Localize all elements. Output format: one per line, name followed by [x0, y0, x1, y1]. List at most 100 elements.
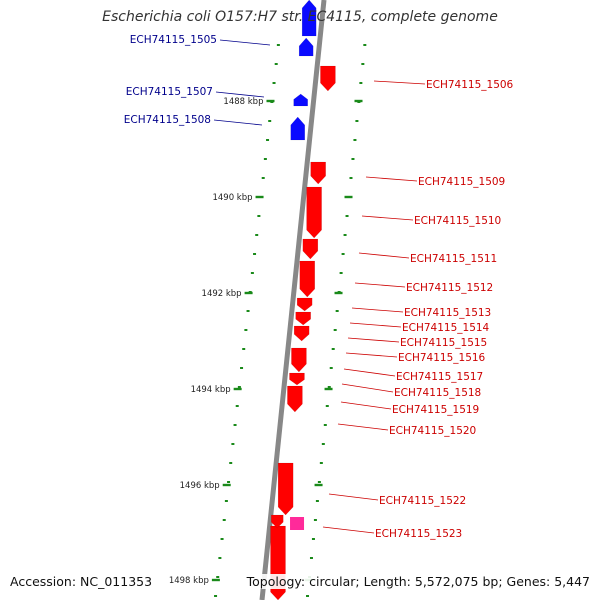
forward-gene-arrow[interactable] [289, 372, 305, 386]
minor-tick [272, 82, 276, 84]
forward-gene-label[interactable]: ECH74115_1513 [404, 307, 491, 319]
minor-tick [255, 234, 259, 236]
forward-gene-arrow[interactable] [306, 186, 322, 239]
minor-tick [242, 348, 246, 350]
label-leader-line [328, 493, 379, 501]
kbp-label: 1496 kbp [180, 481, 220, 491]
minor-tick [359, 82, 363, 84]
major-tick [266, 99, 275, 103]
forward-gene-label[interactable]: ECH74115_1511 [410, 253, 497, 265]
minor-tick [250, 272, 254, 274]
minor-tick [214, 595, 218, 597]
kbp-label: 1498 kbp [169, 576, 209, 586]
minor-tick [235, 405, 239, 407]
map-title: Escherichia coli O157:H7 str. EC4115, co… [102, 9, 498, 25]
minor-tick [227, 481, 231, 483]
minor-tick [311, 538, 315, 540]
forward-gene-label[interactable]: ECH74115_1514 [402, 322, 490, 334]
forward-gene-label[interactable]: ECH74115_1518 [394, 387, 481, 399]
forward-gene-label[interactable]: ECH74115_1509 [418, 176, 505, 188]
minor-tick [339, 272, 343, 274]
minor-tick [216, 576, 220, 578]
reverse-gene-label[interactable]: ECH74115_1507 [126, 86, 213, 98]
forward-gene-label[interactable]: ECH74115_1506 [426, 79, 514, 91]
minor-tick [224, 500, 228, 502]
forward-gene-label[interactable]: ECH74115_1512 [406, 282, 493, 294]
label-leader-line [365, 176, 418, 182]
label-leader-line [358, 252, 410, 259]
reverse-gene-label[interactable]: ECH74115_1508 [124, 114, 211, 126]
minor-tick [345, 215, 349, 217]
forward-gene-arrow[interactable] [310, 161, 326, 185]
genome-backbone [259, 0, 327, 600]
forward-gene-label[interactable]: ECH74115_1519 [392, 404, 479, 416]
minor-tick [363, 44, 367, 46]
minor-tick [323, 424, 327, 426]
minor-tick [315, 500, 319, 502]
forward-gene-arrow[interactable] [296, 297, 313, 312]
forward-gene-label[interactable]: ECH74115_1515 [400, 337, 487, 349]
scale-ticks: 1488 kbp 1490 kbp 1492 kbp 1494 kbp 1496 kbp… [169, 44, 367, 597]
reverse-gene-arrow[interactable] [293, 93, 308, 107]
highlighted-gene[interactable] [290, 517, 305, 530]
minor-tick [229, 462, 233, 464]
minor-tick [222, 519, 226, 521]
minor-tick [331, 348, 335, 350]
forward-gene-label[interactable]: ECH74115_1523 [375, 528, 462, 540]
major-tick [344, 195, 353, 199]
minor-tick [313, 519, 317, 521]
major-tick [334, 291, 343, 295]
reverse-gene-arrow[interactable] [301, 0, 317, 37]
minor-tick [253, 253, 257, 255]
minor-tick [317, 481, 321, 483]
minor-tick [327, 386, 331, 388]
forward-gene-arrow[interactable] [287, 385, 303, 413]
minor-tick [220, 538, 224, 540]
minor-tick [240, 367, 244, 369]
minor-tick [237, 386, 241, 388]
forward-gene-arrow[interactable] [277, 462, 294, 516]
minor-tick [233, 424, 237, 426]
forward-gene-arrow[interactable] [302, 238, 319, 260]
major-tick [324, 387, 333, 391]
major-tick [244, 291, 253, 295]
label-leader-line [354, 282, 406, 288]
major-tick [211, 578, 220, 582]
minor-tick [263, 158, 267, 160]
minor-tick [257, 215, 261, 217]
forward-gene-label[interactable]: ECH74115_1510 [414, 215, 501, 227]
forward-gene-arrow[interactable] [293, 325, 310, 342]
forward-gene-arrow[interactable] [320, 65, 336, 92]
minor-tick [351, 158, 355, 160]
forward-gene-arrow[interactable] [270, 514, 284, 529]
forward-gene-label[interactable]: ECH74115_1517 [396, 371, 483, 383]
forward-gene-label[interactable]: ECH74115_1522 [379, 495, 466, 507]
label-leader-line [340, 401, 392, 410]
label-leader-line [213, 119, 263, 126]
forward-gene-arrow[interactable] [291, 347, 307, 373]
reverse-gene-arrow[interactable] [298, 37, 314, 57]
accession-text: Accession: NC_011353 [10, 574, 153, 589]
minor-tick [274, 63, 278, 65]
minor-tick [353, 139, 357, 141]
forward-gene-arrow[interactable] [295, 311, 311, 326]
major-tick [354, 99, 363, 103]
kbp-label: 1492 kbp [202, 289, 242, 299]
reverse-gene-label[interactable]: ECH74115_1505 [130, 34, 217, 46]
forward-gene-arrow[interactable] [299, 260, 316, 298]
label-leader-line [343, 368, 396, 377]
major-tick [222, 483, 231, 487]
minor-tick [343, 234, 347, 236]
forward-gene-label[interactable]: ECH74115_1516 [398, 352, 486, 364]
forward-gene-label[interactable]: ECH74115_1520 [389, 425, 476, 437]
minor-tick [309, 557, 313, 559]
label-leader-line [349, 322, 402, 328]
minor-tick [335, 310, 339, 312]
minor-tick [355, 120, 359, 122]
label-leader-line [215, 91, 265, 98]
reverse-gene-arrow[interactable] [290, 116, 306, 141]
minor-tick [231, 443, 235, 445]
label-leader-line [351, 307, 404, 313]
minor-tick [361, 63, 365, 65]
